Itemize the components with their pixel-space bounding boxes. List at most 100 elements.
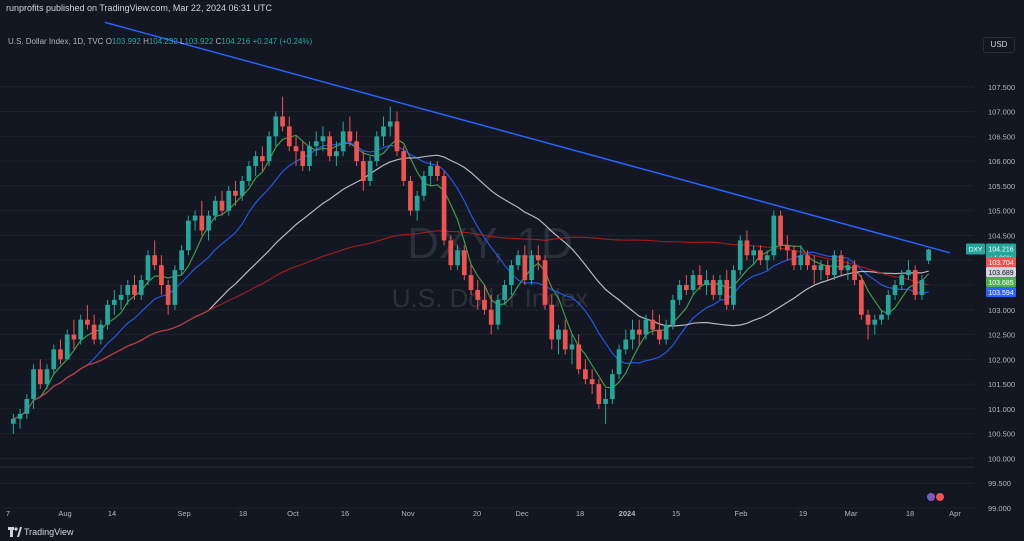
- x-tick-label: Mar: [845, 509, 858, 518]
- x-tick-label: 14: [108, 509, 116, 518]
- candle-body: [912, 270, 918, 295]
- candle-body: [704, 280, 709, 285]
- top-bar: runprofits published on TradingView.com,…: [0, 0, 1024, 16]
- candle-body: [650, 319, 656, 330]
- x-tick-label: 19: [799, 509, 807, 518]
- candle-body: [596, 384, 602, 404]
- ma-value-box: [986, 257, 1016, 267]
- candle-body: [502, 285, 508, 300]
- candle-body: [313, 141, 319, 147]
- y-tick-label: 105.000: [988, 207, 1015, 216]
- ma-value-label: 103.594: [988, 290, 1013, 297]
- y-tick-label: 106.500: [988, 132, 1015, 141]
- currency-button[interactable]: USD: [983, 37, 1015, 53]
- candle-body: [542, 260, 548, 305]
- candle-body: [421, 175, 427, 196]
- x-tick-label: 18: [906, 509, 914, 518]
- x-tick-label: 20: [473, 509, 481, 518]
- y-tick-label: 100.500: [988, 430, 1015, 439]
- candle-body: [199, 215, 205, 231]
- candle-body: [811, 265, 817, 271]
- symbol-tag: [966, 243, 985, 255]
- candle-body: [253, 156, 258, 167]
- candle-body: [219, 200, 225, 211]
- candle-body: [132, 285, 137, 295]
- y-tick-label: 106.000: [988, 157, 1015, 166]
- ma-value-label: 103.704: [988, 260, 1013, 267]
- candle-body: [105, 304, 110, 325]
- candle-body: [771, 215, 777, 256]
- candle-body: [488, 309, 494, 325]
- candle-body: [677, 285, 682, 300]
- legend-change: +0.247 (+0.24%): [252, 37, 313, 46]
- candle-body: [320, 136, 326, 142]
- candle-body: [535, 255, 541, 261]
- candle-body: [791, 250, 797, 266]
- candle-body: [58, 349, 63, 360]
- candle-body: [408, 180, 413, 211]
- candle-body: [724, 280, 730, 305]
- candle-body: [509, 265, 514, 285]
- event-icon: [927, 493, 935, 501]
- candle-body: [845, 265, 851, 271]
- y-tick-label: 102.500: [988, 331, 1015, 340]
- candle-body: [784, 245, 790, 251]
- candle-body: [751, 250, 757, 256]
- candle-body: [260, 156, 265, 162]
- flag-icon: [936, 493, 944, 501]
- candle-body: [892, 285, 898, 295]
- candle-body: [280, 116, 285, 127]
- x-tick-label: Feb: [735, 509, 748, 518]
- candle-body: [233, 190, 238, 196]
- candle-body: [885, 294, 891, 315]
- candle-body: [165, 285, 171, 305]
- candle-body: [159, 265, 164, 285]
- tradingview-logo-icon[interactable]: [8, 527, 22, 537]
- candle-body: [562, 329, 568, 350]
- ma-value-label: 103.689: [988, 270, 1013, 277]
- candle-body: [684, 285, 689, 290]
- candle-body: [374, 136, 380, 162]
- y-tick-label: 99.000: [988, 504, 1011, 513]
- candle-body: [300, 151, 306, 167]
- y-tick-label: 105.500: [988, 182, 1015, 191]
- candle-body: [515, 255, 521, 266]
- candle-body: [206, 215, 211, 231]
- x-tick-label: 18: [576, 509, 584, 518]
- ma-value-label: 103.685: [988, 280, 1013, 287]
- price-axis: 107.500 107.000 106.500 106.000 105.500 105.0…: [988, 83, 1015, 513]
- candle-body: [394, 121, 400, 152]
- tradingview-logo-text[interactable]: TradingView: [24, 527, 74, 537]
- candle-body: [367, 161, 373, 181]
- candle-body: [273, 116, 279, 137]
- candle-body: [603, 398, 608, 404]
- candle-body: [461, 250, 467, 276]
- candle-body: [354, 141, 359, 162]
- time-axis: 7 Aug 14 Sep 18 Oct 16 Nov 20 Dec 18 2024 15 Feb 19 Mar…: [6, 509, 961, 518]
- watermark-ticker: DXY, 1D: [407, 219, 573, 268]
- candle-body: [360, 161, 366, 181]
- trendline: [104, 21, 951, 254]
- candle-body: [226, 190, 232, 211]
- candle-body: [185, 220, 191, 251]
- candle-body: [865, 314, 871, 325]
- candle-body: [179, 250, 184, 271]
- candle-body: [717, 280, 723, 295]
- candle-body: [401, 151, 407, 181]
- candle-body: [85, 319, 90, 325]
- candle-body: [145, 255, 151, 281]
- ma-value-box: [986, 277, 1016, 287]
- x-tick-label: Oct: [287, 509, 300, 518]
- candle-body: [758, 250, 763, 261]
- candle-body: [522, 255, 528, 281]
- candle-body: [556, 329, 561, 340]
- watermark: DXY, 1DU.S. Dollar Index: [392, 219, 589, 313]
- candle-body: [293, 146, 299, 152]
- candle-body: [17, 413, 23, 419]
- x-tick-label: 15: [672, 509, 680, 518]
- x-tick-label: 16: [341, 509, 349, 518]
- candle-body: [643, 319, 649, 335]
- candle-body: [468, 275, 474, 290]
- candle-body: [448, 240, 454, 266]
